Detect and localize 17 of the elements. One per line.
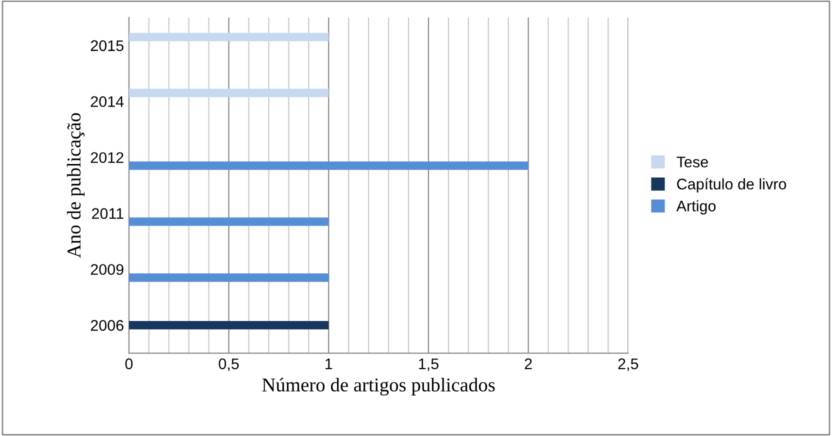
y-tick-label: 2011 bbox=[92, 208, 124, 219]
y-tick-label: 2006 bbox=[90, 320, 124, 331]
x-tick-label: 0,5 bbox=[218, 358, 239, 372]
legend-label: Tese bbox=[676, 156, 708, 168]
x-tick-label: 2 bbox=[524, 358, 532, 370]
legend-label: Capítulo de livro bbox=[677, 178, 786, 193]
y-tick-label: 2014 bbox=[90, 96, 124, 108]
x-tick-label: 1,5 bbox=[419, 358, 438, 372]
y-tick-label: 2009 bbox=[90, 264, 124, 275]
x-axis-title: Número de artigos publicados bbox=[262, 378, 495, 396]
x-tick-label: 2,5 bbox=[618, 358, 638, 372]
x-tick-label: 0 bbox=[125, 358, 133, 370]
y-tick-label: 2015 bbox=[90, 40, 124, 52]
x-tick-label: 1 bbox=[326, 358, 332, 370]
y-tick-label: 2012 bbox=[90, 152, 124, 164]
y-axis-title: Ano de publicação bbox=[66, 113, 85, 258]
legend-label: Artigo bbox=[676, 200, 716, 214]
